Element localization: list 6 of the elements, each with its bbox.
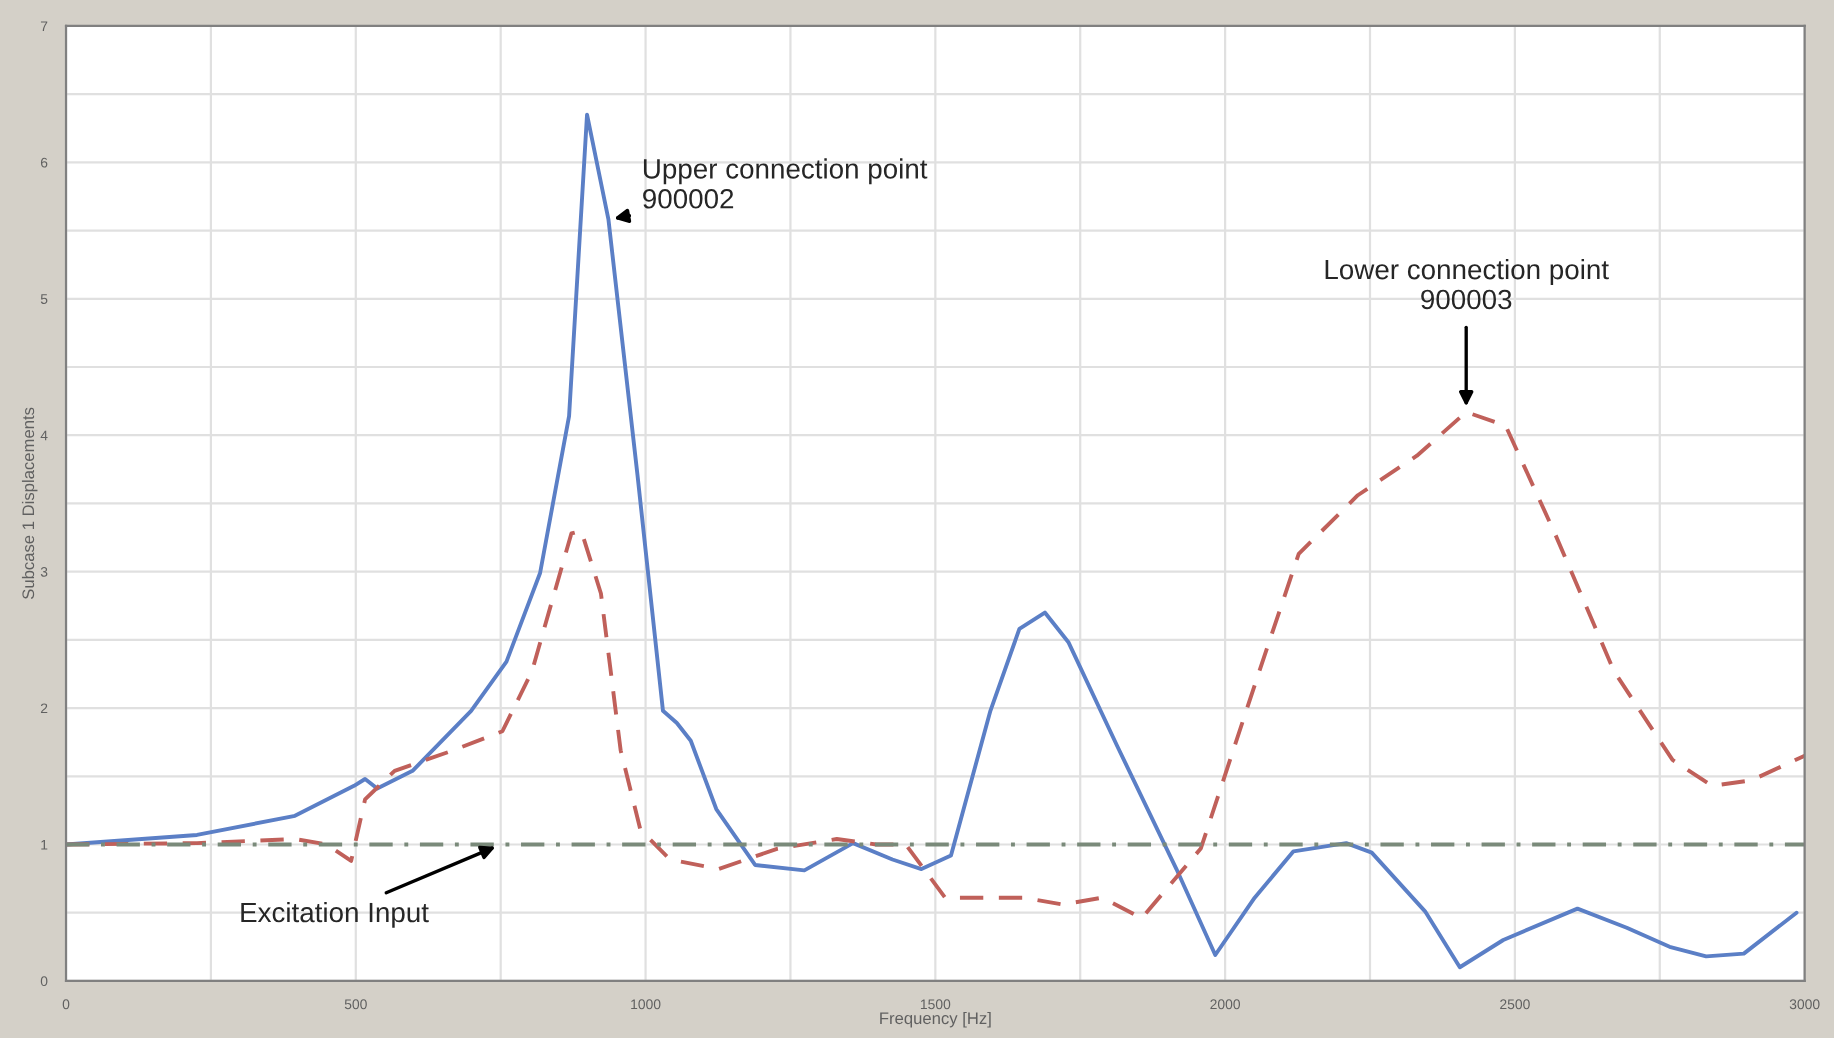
x-axis-title: Frequency [Hz] (880, 1011, 991, 1028)
annotation: Lower connection point 900003 (1325, 258, 1609, 310)
annotation: Upper connection point 900002 (643, 158, 928, 209)
y-axis-title: Subcase 1 Displacements (21, 407, 38, 600)
annotation: Excitation Input (241, 901, 429, 928)
line-series (66, 112, 1799, 970)
